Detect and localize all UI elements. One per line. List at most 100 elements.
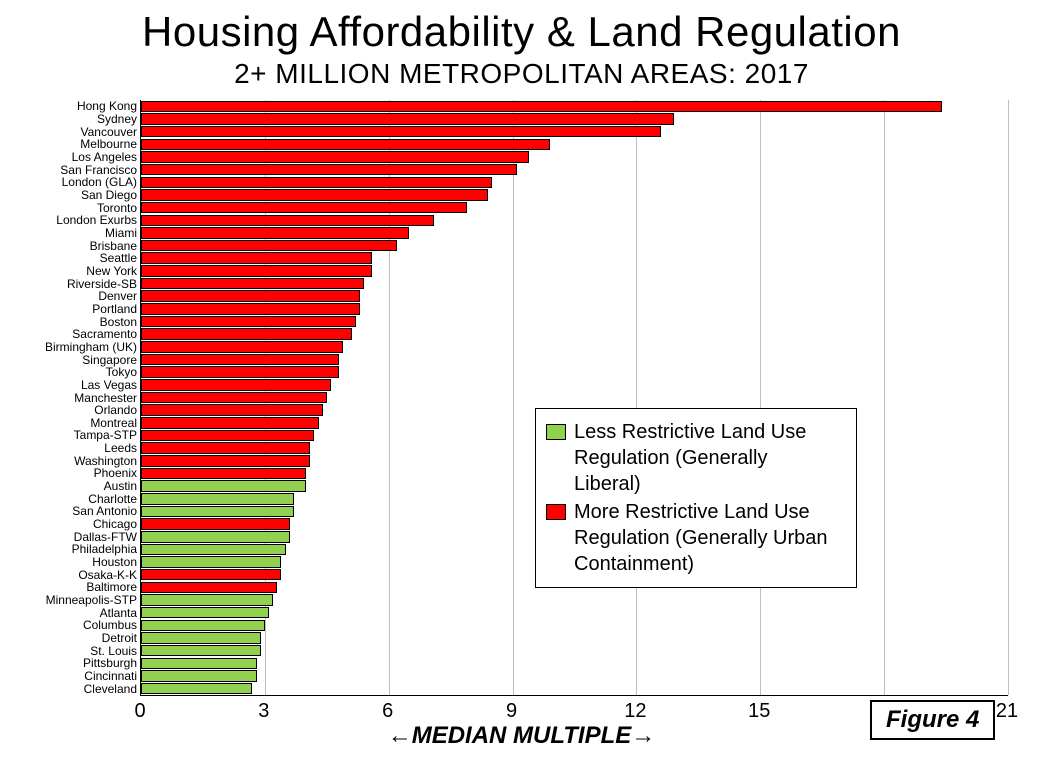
bar	[141, 658, 257, 670]
y-axis-label: Charlotte	[2, 493, 137, 505]
bar	[141, 113, 674, 125]
bar	[141, 227, 409, 239]
gridline	[760, 100, 761, 695]
bar	[141, 290, 360, 302]
legend-item: More Restrictive Land Use Regulation (Ge…	[546, 499, 846, 577]
y-axis-label: Dallas-FTW	[2, 531, 137, 543]
bar	[141, 189, 488, 201]
y-axis-label: Philadelphia	[2, 543, 137, 555]
bar	[141, 328, 352, 340]
y-axis-label: Portland	[2, 303, 137, 315]
y-axis-label: London Exurbs	[2, 214, 137, 226]
bar	[141, 518, 290, 530]
bar	[141, 670, 257, 682]
y-axis-label: Montreal	[2, 417, 137, 429]
y-axis-label: Manchester	[2, 392, 137, 404]
gridline	[884, 100, 885, 695]
y-axis-label: Hong Kong	[2, 100, 137, 112]
bar	[141, 417, 319, 429]
legend-swatch	[546, 504, 566, 520]
y-axis-label: Cincinnati	[2, 670, 137, 682]
y-axis-label: San Francisco	[2, 164, 137, 176]
y-axis-label: Washington	[2, 455, 137, 467]
y-axis-label: Birmingham (UK)	[2, 341, 137, 353]
bar	[141, 455, 310, 467]
x-axis-tick: 9	[506, 700, 517, 723]
x-axis-tick: 12	[624, 700, 646, 723]
y-axis-label: Melbourne	[2, 138, 137, 150]
y-axis-label: Cleveland	[2, 683, 137, 695]
bar	[141, 556, 281, 568]
y-axis-label: Austin	[2, 480, 137, 492]
y-axis-label: Vancouver	[2, 126, 137, 138]
y-axis-label: Sacramento	[2, 328, 137, 340]
bar	[141, 404, 323, 416]
x-axis-tick: 15	[748, 700, 770, 723]
x-axis-tick: 21	[996, 700, 1018, 723]
chart-subtitle: 2+ MILLION METROPOLITAN AREAS: 2017	[0, 58, 1043, 90]
bar	[141, 582, 277, 594]
bar	[141, 620, 265, 632]
y-axis-label: Phoenix	[2, 467, 137, 479]
legend-label: More Restrictive Land Use Regulation (Ge…	[574, 499, 834, 577]
bar	[141, 151, 529, 163]
bar	[141, 683, 252, 695]
chart-page: Housing Affordability & Land Regulation …	[0, 0, 1043, 761]
gridline	[1008, 100, 1009, 695]
legend-item: Less Restrictive Land Use Regulation (Ge…	[546, 419, 846, 497]
y-axis-label: San Antonio	[2, 505, 137, 517]
bar	[141, 303, 360, 315]
y-axis-label: Sydney	[2, 113, 137, 125]
bar	[141, 101, 942, 113]
y-axis-label: Singapore	[2, 354, 137, 366]
bar	[141, 354, 339, 366]
bar	[141, 569, 281, 581]
bar	[141, 493, 294, 505]
bar	[141, 202, 467, 214]
y-axis-label: Osaka-K-K	[2, 569, 137, 581]
y-axis-label: Atlanta	[2, 607, 137, 619]
y-axis-label: Orlando	[2, 404, 137, 416]
x-axis-tick: 3	[258, 700, 269, 723]
bar	[141, 164, 517, 176]
y-axis-label: St. Louis	[2, 645, 137, 657]
bar	[141, 392, 327, 404]
y-axis-label: New York	[2, 265, 137, 277]
bar	[141, 506, 294, 518]
figure-label: Figure 4	[870, 700, 995, 740]
y-axis-label: Chicago	[2, 518, 137, 530]
bar	[141, 645, 261, 657]
y-axis-label: Baltimore	[2, 581, 137, 593]
bar	[141, 468, 306, 480]
bar	[141, 366, 339, 378]
x-axis-tick: 6	[382, 700, 393, 723]
y-axis-label: Seattle	[2, 252, 137, 264]
bar	[141, 177, 492, 189]
y-axis-label: Houston	[2, 556, 137, 568]
bar	[141, 215, 434, 227]
bar	[141, 379, 331, 391]
bar	[141, 126, 661, 138]
bar	[141, 278, 364, 290]
y-axis-label: Miami	[2, 227, 137, 239]
y-axis-label: Minneapolis-STP	[2, 594, 137, 606]
gridline	[636, 100, 637, 695]
bar	[141, 607, 269, 619]
bar	[141, 430, 314, 442]
bar	[141, 442, 310, 454]
bar	[141, 632, 261, 644]
gridline	[513, 100, 514, 695]
y-axis-label: Tokyo	[2, 366, 137, 378]
bar	[141, 316, 356, 328]
bar	[141, 480, 306, 492]
bar	[141, 139, 550, 151]
y-axis-label: Columbus	[2, 619, 137, 631]
y-axis-label: Boston	[2, 316, 137, 328]
y-axis-label: Los Angeles	[2, 151, 137, 163]
y-axis-label: Leeds	[2, 442, 137, 454]
x-axis-tick: 0	[134, 700, 145, 723]
y-axis-label: Tampa-STP	[2, 429, 137, 441]
y-axis-label: Toronto	[2, 202, 137, 214]
y-axis-label: San Diego	[2, 189, 137, 201]
y-axis-label: Detroit	[2, 632, 137, 644]
